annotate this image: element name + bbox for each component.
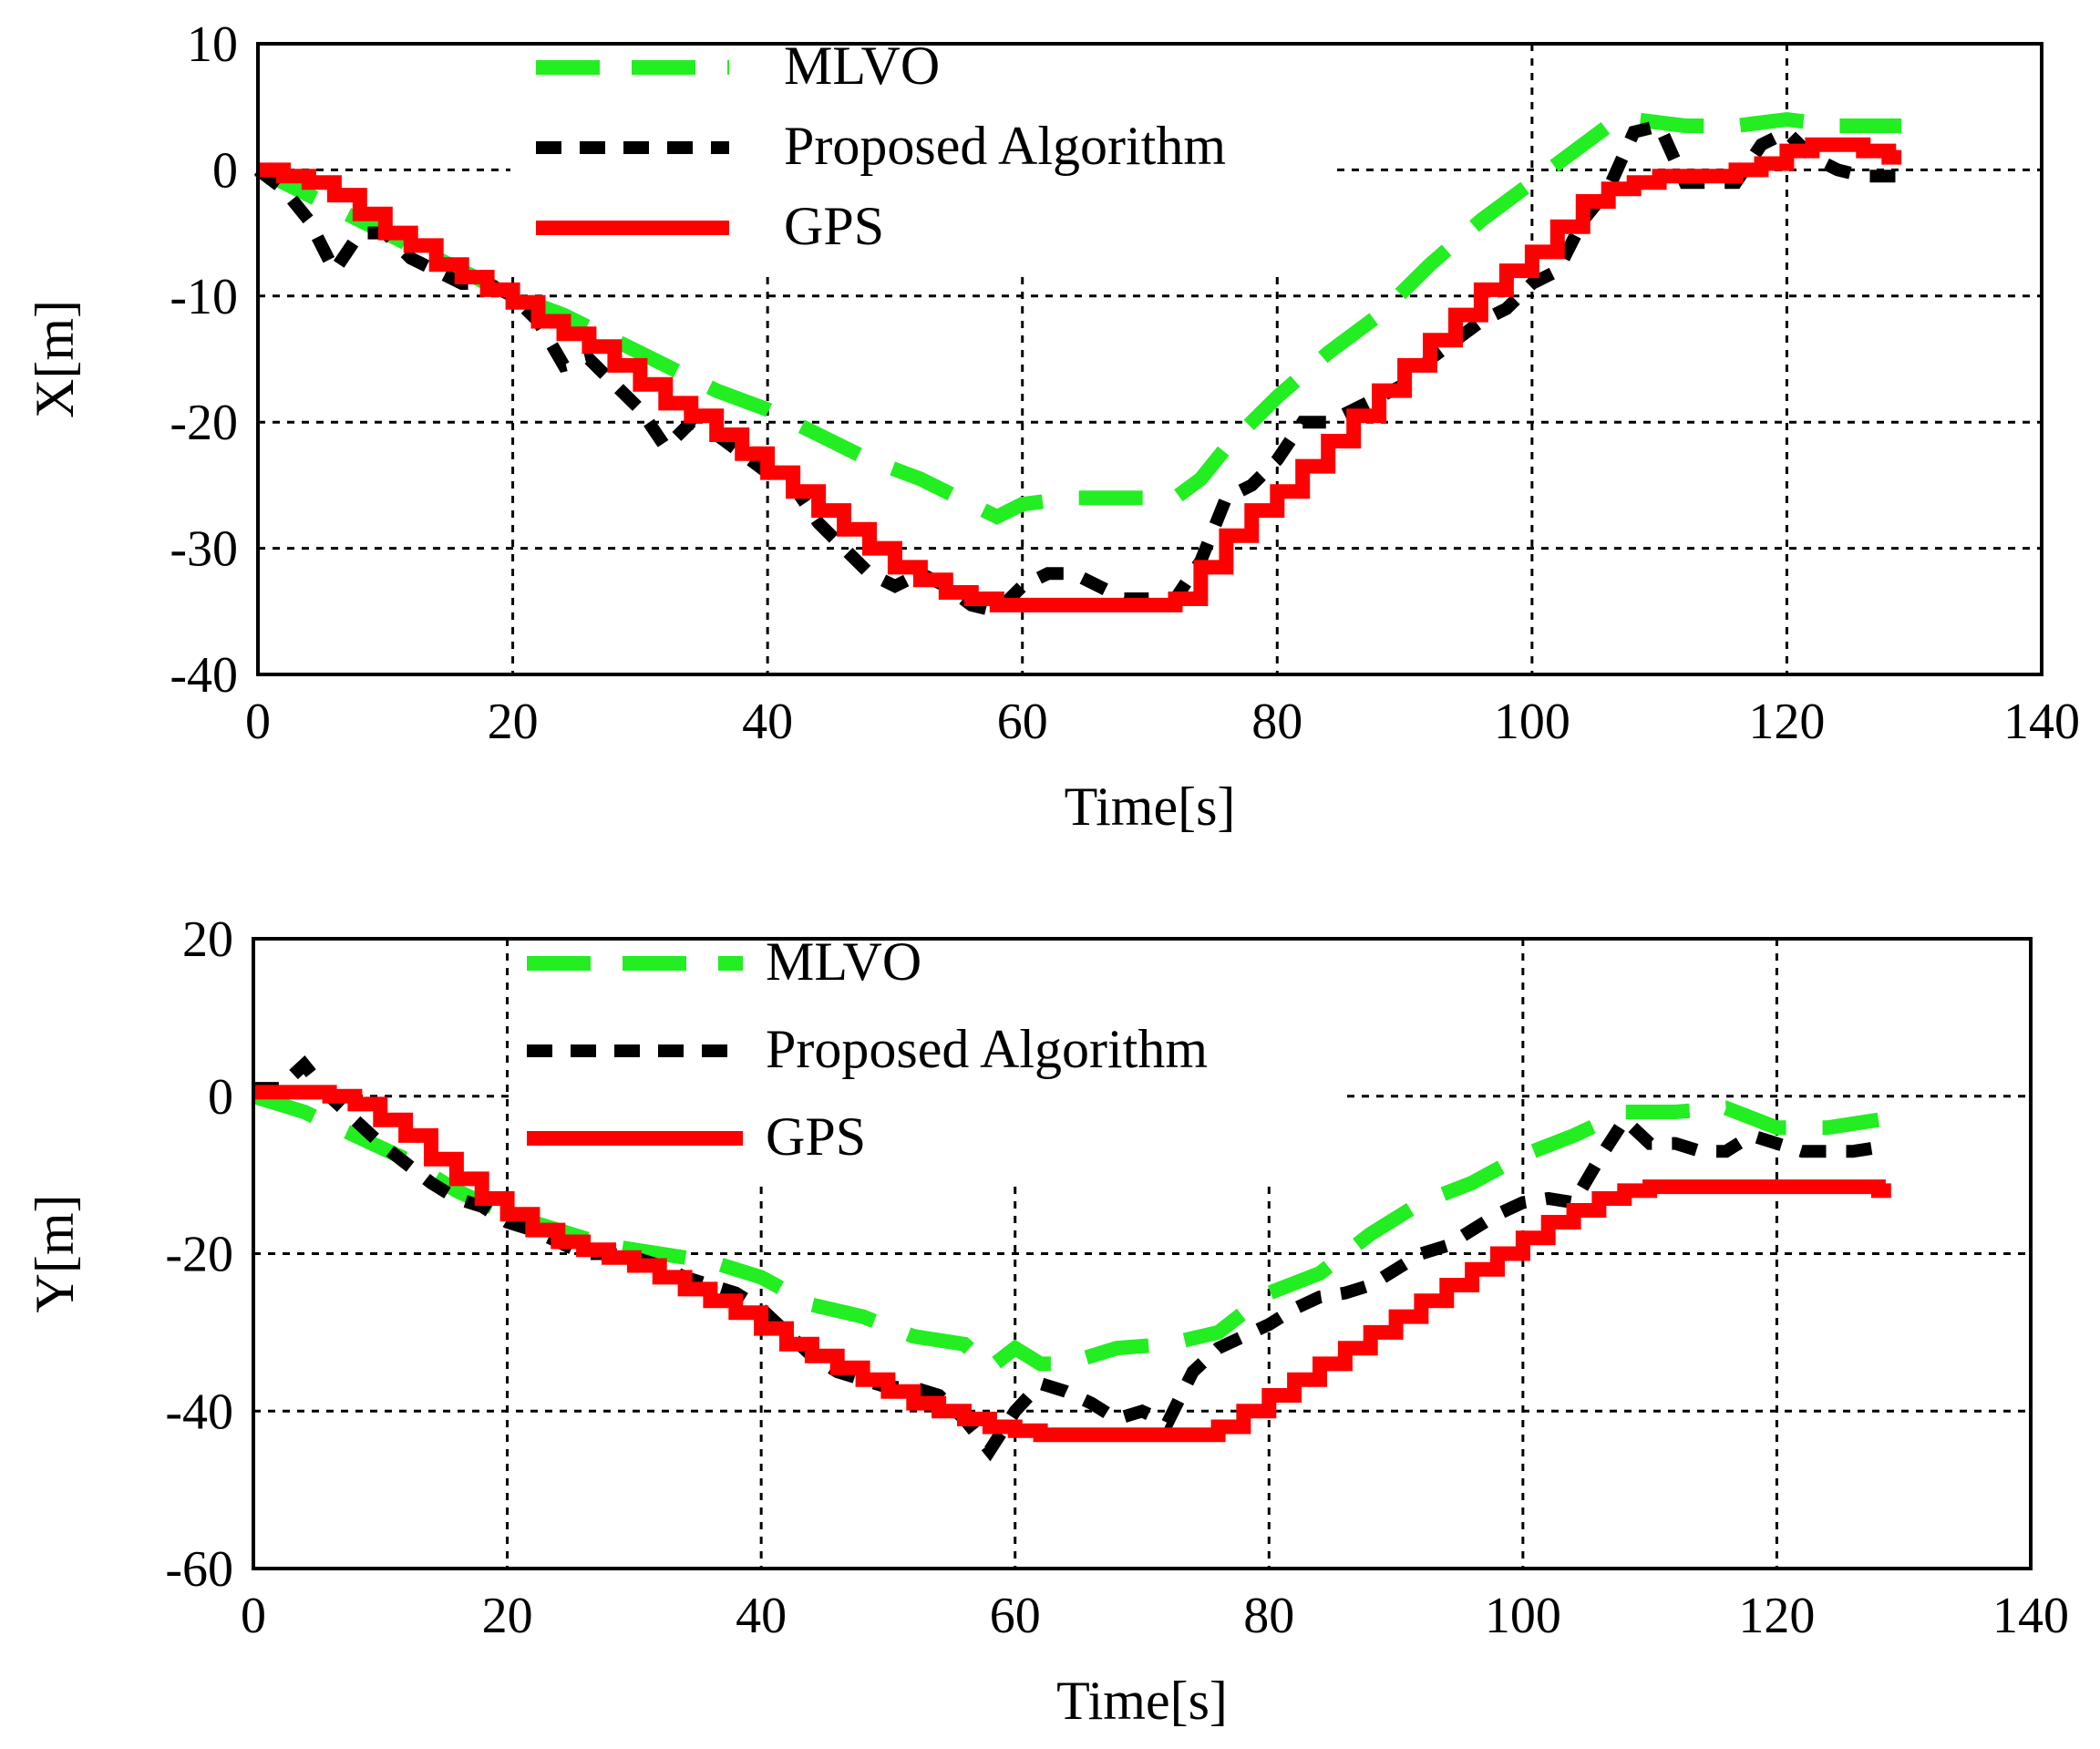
x-tick-label: 100 <box>1494 694 1570 750</box>
y-tick-label: -10 <box>170 269 238 325</box>
y-tick-labels: 10 0 -10 -20 -30 -40 <box>170 16 238 704</box>
x-tick-label: 80 <box>1251 694 1302 750</box>
y-axis-label: X[m] <box>25 300 85 418</box>
x-tick-label: 20 <box>482 1588 533 1644</box>
legend-label-mlvo: MLVO <box>766 931 921 992</box>
y-tick-label: 0 <box>212 142 238 199</box>
x-axis-label: Time[s] <box>1065 777 1236 837</box>
series-layer <box>251 1055 1891 1462</box>
y-tick-label: -30 <box>170 521 238 578</box>
y-tick-label: 10 <box>187 16 238 73</box>
x-tick-label: 100 <box>1485 1588 1561 1644</box>
x-tick-label: 120 <box>1738 1588 1815 1644</box>
series-line-proposed-algorithm <box>253 1055 1879 1462</box>
x-tick-label: 120 <box>1748 694 1825 750</box>
y-tick-label: -40 <box>170 647 238 704</box>
y-tick-labels: 20 0 -20 -40 -60 <box>165 911 233 1598</box>
x-tick-label: 60 <box>990 1588 1041 1644</box>
legend-background <box>510 46 1331 273</box>
x-tick-labels: 0 20 40 60 80 100 120 140 <box>245 694 2080 750</box>
y-tick-label: -20 <box>170 395 238 451</box>
x-tick-label: 20 <box>488 694 539 750</box>
x-tick-label: 0 <box>241 1588 266 1644</box>
x-tick-label: 0 <box>245 694 271 750</box>
y-tick-label: -40 <box>165 1384 233 1440</box>
x-tick-label: 80 <box>1243 1588 1294 1644</box>
legend-label-gps: GPS <box>766 1106 866 1167</box>
legend-label-proposed: Proposed Algorithm <box>784 116 1226 176</box>
y-tick-label: 0 <box>208 1069 233 1126</box>
y-tick-label: -60 <box>165 1541 233 1598</box>
series-line-gps <box>258 137 1902 612</box>
y-tick-label: -20 <box>165 1227 233 1283</box>
y-tick-label: 20 <box>182 911 233 968</box>
legend: MLVO Proposed Algorithm GPS <box>510 931 1344 1185</box>
legend-label-proposed: Proposed Algorithm <box>766 1019 1208 1079</box>
x-tick-label: 140 <box>1992 1588 2069 1644</box>
chart-x-position: MLVO Proposed Algorithm GPS 0 20 40 60 8… <box>25 16 2080 837</box>
plot-frame <box>256 42 2043 676</box>
x-tick-label: 60 <box>997 694 1048 750</box>
x-axis-label: Time[s] <box>1056 1671 1228 1731</box>
chart-y-position: MLVO Proposed Algorithm GPS 0 20 40 60 8… <box>25 911 2069 1731</box>
x-tick-label: 140 <box>2003 694 2080 750</box>
plot-frame <box>252 937 2033 1570</box>
y-axis-label: Y[m] <box>25 1195 85 1313</box>
x-tick-label: 40 <box>736 1588 787 1644</box>
x-tick-labels: 0 20 40 60 80 100 120 140 <box>241 1588 2069 1644</box>
series-layer <box>253 111 1902 619</box>
legend: MLVO Proposed Algorithm GPS <box>510 36 1331 273</box>
x-tick-label: 40 <box>742 694 793 750</box>
legend-label-gps: GPS <box>784 196 884 256</box>
series-line-gps <box>253 1085 1891 1443</box>
